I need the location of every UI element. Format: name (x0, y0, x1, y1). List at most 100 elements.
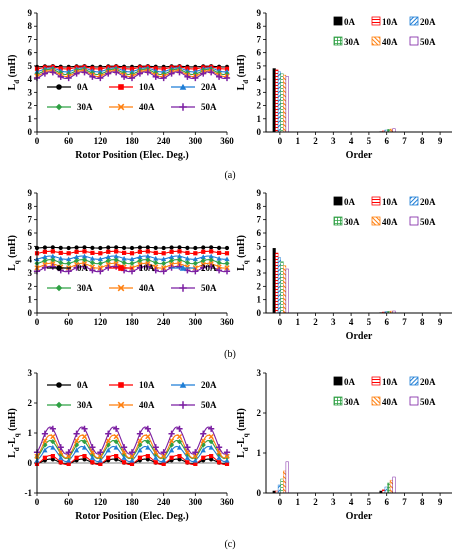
series-marker (129, 245, 135, 251)
series-marker (208, 433, 214, 440)
series-marker (224, 256, 230, 262)
x-tick-label: 5 (367, 317, 372, 327)
series-marker (223, 268, 231, 275)
bar (387, 482, 391, 494)
series-marker (153, 260, 159, 266)
series-marker (82, 245, 87, 250)
axis-frame (36, 373, 227, 494)
series-marker (152, 444, 159, 451)
series-marker (200, 261, 206, 268)
y-axis-label-part: (mH) (7, 55, 18, 80)
x-tick-label: 1 (295, 136, 300, 146)
series-marker (89, 260, 96, 266)
legend-marker (117, 284, 125, 292)
y-tick-label: 9 (257, 8, 262, 18)
series-marker (184, 455, 191, 460)
x-tick-label: 1 (295, 317, 300, 327)
series-marker (97, 260, 103, 266)
series-marker (65, 74, 72, 82)
legend-swatch (371, 16, 381, 26)
series-marker (57, 73, 64, 80)
series-marker (137, 447, 143, 453)
legend-marker (118, 84, 124, 90)
y-tick-label: 5 (28, 61, 33, 71)
y-axis-label-part: d (13, 447, 21, 451)
series-marker (215, 73, 223, 80)
y-axis-label-part: L (236, 83, 247, 90)
series-marker (114, 454, 119, 459)
series-marker (128, 449, 136, 456)
series-marker (105, 254, 111, 259)
series-marker (168, 258, 175, 264)
series-marker (50, 257, 56, 263)
series-marker (201, 249, 206, 254)
x-tick-label: 6 (384, 317, 389, 327)
x-tick-label: 300 (189, 497, 203, 507)
x-tick-label: 120 (94, 497, 108, 507)
series-marker (105, 430, 112, 437)
series-marker (145, 249, 150, 254)
series-marker (73, 438, 80, 444)
legend-label: 50A (201, 283, 217, 293)
series-marker (144, 69, 151, 76)
legend-label: 40A (382, 217, 398, 227)
series-marker (73, 261, 80, 268)
series-marker (74, 245, 79, 250)
legend-label: 50A (201, 400, 217, 410)
y-tick-label: 7 (28, 215, 33, 225)
bar (280, 73, 284, 133)
legend-swatch (409, 396, 419, 406)
series-marker (66, 256, 72, 262)
series-marker (81, 69, 88, 76)
legend-swatch (371, 216, 381, 226)
x-tick-label: 300 (189, 136, 203, 146)
series-marker (200, 258, 206, 264)
x-tick-label: 8 (420, 136, 425, 146)
series-marker (153, 460, 158, 465)
x-tick-label: 240 (157, 497, 171, 507)
x-tick-label: 180 (125, 136, 139, 146)
series-marker (168, 447, 175, 453)
series-marker (145, 454, 150, 459)
y-tick-label: 1 (257, 448, 262, 458)
x-tick-label: 180 (125, 497, 139, 507)
series-marker (66, 461, 71, 466)
series-marker (200, 254, 206, 259)
series-marker (50, 457, 55, 462)
y-tick-label: 3 (257, 368, 262, 378)
y-tick-label: 8 (257, 21, 262, 31)
series-marker (193, 461, 198, 466)
panel-caption: (b) (224, 349, 236, 360)
series-marker (145, 444, 151, 450)
series-marker (201, 245, 206, 250)
chart-c-right: 0 1 2 3 0 1 2 3 4 5 6 7 8 9 0A 10A 20A 30A 40A 50A Ld-Lq (mH… (236, 368, 452, 522)
series-marker (58, 460, 63, 465)
y-tick-label: 6 (28, 48, 33, 58)
y-tick-label: 4 (257, 255, 262, 265)
series-marker (176, 69, 183, 76)
series-marker (161, 245, 166, 251)
series-marker (98, 461, 103, 466)
series-marker (50, 433, 56, 440)
series-marker (161, 265, 167, 271)
x-tick-label: 0 (278, 497, 283, 507)
legend-marker (55, 103, 63, 111)
chart-b-left: 0 1 2 3 4 5 6 7 8 9 0 60 120 180 240 300 360 0A 10A 20A 30A 4… (7, 188, 234, 327)
legend-label: 0A (344, 197, 356, 207)
series-marker (129, 453, 135, 460)
x-tick-label: 120 (94, 136, 108, 146)
series-marker (184, 73, 191, 80)
series-marker (176, 425, 183, 432)
bar (272, 248, 276, 314)
series-marker (216, 260, 222, 266)
y-axis-label: Ld-Lq (mH) (7, 408, 21, 458)
series-marker (42, 245, 48, 250)
legend-label: 0A (77, 263, 89, 273)
y-axis-label: Lq (mH) (7, 235, 21, 271)
y-tick-label: 2 (28, 101, 33, 111)
x-tick-label: 6 (384, 136, 389, 146)
x-tick-label: 3 (331, 497, 336, 507)
series-marker (137, 254, 143, 259)
series-marker (169, 455, 174, 460)
